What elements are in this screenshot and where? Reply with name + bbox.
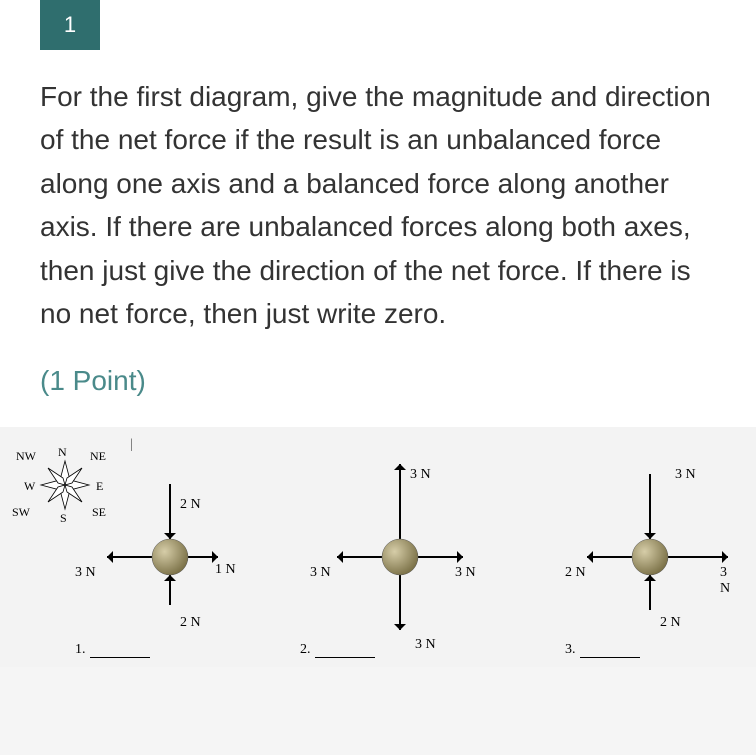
force-label: 2 N [180,497,201,513]
question-number-badge: 1 [40,0,100,50]
force-label: 3 N [415,637,436,653]
force-label: 3 N [75,565,96,581]
answer-blank-1: 1. [75,642,150,658]
answer-number-3: 3. [565,642,576,657]
force-diagram-2: 2. 3 N 3 N 3 N 3 N [290,437,490,657]
answer-number-1: 1. [75,642,86,657]
force-diagram-1: 1. 3 N 1 N 2 N 2 N [60,437,260,657]
answer-blank-2: 2. [300,642,375,658]
question-body-text: For the first diagram, give the magnitud… [0,0,756,365]
force-label: 3 N [410,467,431,483]
diagram-1-svg [60,437,260,657]
force-label: 3 N [720,565,740,597]
question-card: 1 For the first diagram, give the magnit… [0,0,756,667]
force-label: 2 N [180,615,201,631]
answer-blank-3: 3. [565,642,640,658]
compass-sw: SW [12,505,30,520]
points-label: (1 Point) [0,365,756,427]
force-label: 3 N [310,565,331,581]
force-label: 2 N [660,615,681,631]
force-label: 3 N [675,467,696,483]
force-label: 2 N [565,565,586,581]
compass-w: W [24,479,35,494]
diagram-3-svg [540,437,740,657]
answer-number-2: 2. [300,642,311,657]
force-label: 1 N [215,562,236,578]
force-diagram-3: 3. 2 N 3 N 3 N 2 N [540,437,740,657]
question-number-text: 1 [64,12,76,38]
diagrams-panel: | N NE E SE S SW W NW [0,427,756,667]
force-label: 3 N [455,565,476,581]
diagram-2-svg [290,437,490,657]
compass-nw: NW [16,449,36,464]
